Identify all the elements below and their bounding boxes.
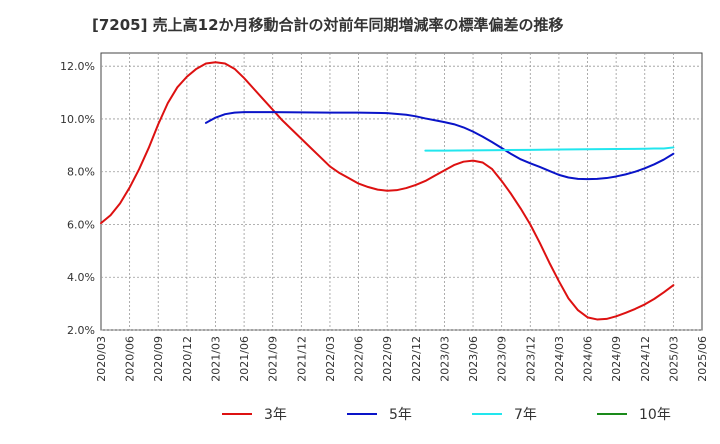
x-tick-label: 2023/06 (467, 336, 480, 382)
legend-label: 7年 (514, 407, 537, 423)
x-tick-label: 2020/12 (181, 336, 194, 382)
legend-label: 3年 (264, 407, 287, 423)
chart-title: [7205] 売上高12か月移動合計の対前年同期増減率の標準偏差の推移 (92, 16, 564, 34)
x-tick-label: 2021/12 (295, 336, 308, 382)
legend-label: 10年 (639, 407, 671, 423)
x-tick-label: 2024/12 (639, 336, 652, 382)
y-tick-label: 4.0% (67, 271, 95, 284)
series-line-7年 (424, 146, 675, 152)
x-tick-label: 2023/12 (524, 336, 537, 382)
x-tick-label: 2020/06 (124, 336, 137, 382)
y-tick-label: 2.0% (67, 324, 95, 337)
y-tick-label: 12.0% (60, 60, 95, 73)
x-tick-label: 2023/03 (438, 336, 451, 382)
x-tick-label: 2024/06 (582, 336, 595, 382)
x-tick-label: 2022/09 (381, 336, 394, 382)
x-tick-label: 2020/09 (152, 336, 165, 382)
x-tick-label: 2021/06 (238, 336, 251, 382)
x-tick-label: 2020/03 (95, 336, 108, 382)
series-line-3年 (100, 61, 675, 321)
x-tick-label: 2021/03 (209, 336, 222, 382)
y-tick-label: 6.0% (67, 218, 95, 231)
y-tick-label: 10.0% (60, 113, 95, 126)
series-line-5年 (204, 111, 675, 181)
x-tick-label: 2025/06 (696, 336, 709, 382)
x-tick-label: 2022/03 (324, 336, 337, 382)
y-tick-label: 8.0% (67, 166, 95, 179)
x-tick-label: 2023/09 (496, 336, 509, 382)
x-tick-label: 2024/03 (553, 336, 566, 382)
x-tick-label: 2025/03 (667, 336, 680, 382)
x-tick-label: 2021/09 (267, 336, 280, 382)
x-tick-label: 2022/06 (353, 336, 366, 382)
legend-label: 5年 (389, 407, 412, 423)
x-tick-label: 2022/12 (410, 336, 423, 382)
plot-area (100, 52, 703, 331)
x-tick-label: 2024/09 (610, 336, 623, 382)
